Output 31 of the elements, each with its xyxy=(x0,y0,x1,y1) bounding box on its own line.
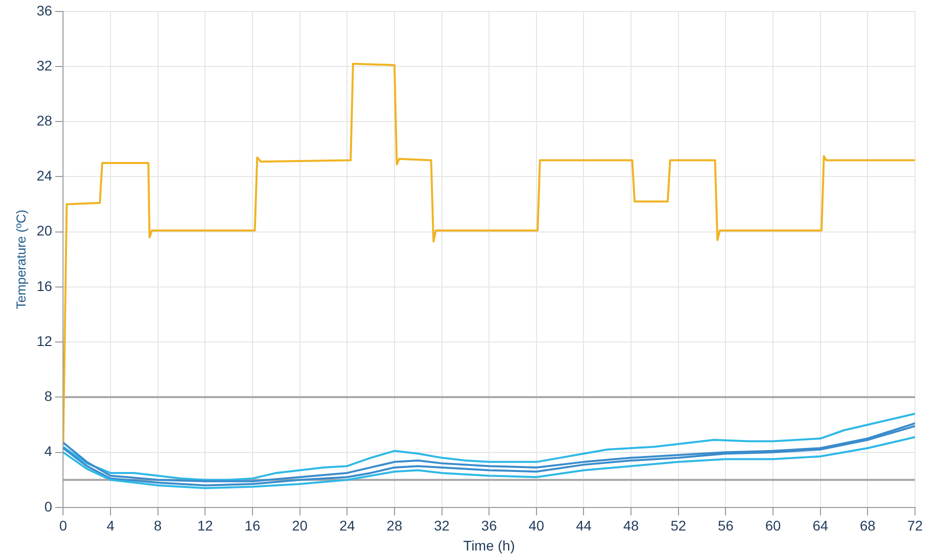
y-tick-label: 28 xyxy=(36,112,52,128)
y-axis-title: Temperature (ºC) xyxy=(13,210,28,310)
x-tick-label: 24 xyxy=(339,518,356,534)
x-tick-label: 44 xyxy=(576,518,592,534)
x-tick-label: 0 xyxy=(59,518,68,534)
y-tick-label: 0 xyxy=(44,498,52,514)
y-tick-label: 36 xyxy=(36,2,52,18)
y-tick-label: 32 xyxy=(36,57,52,74)
x-tick-label: 28 xyxy=(386,518,402,534)
x-axis-title: Time (h) xyxy=(463,537,515,554)
x-tick-label: 52 xyxy=(670,518,686,534)
x-tick-label: 4 xyxy=(106,518,115,534)
y-tick-label: 12 xyxy=(36,332,52,349)
x-tick-label: 60 xyxy=(765,518,782,534)
y-tick-label: 24 xyxy=(36,168,52,184)
y-tick-label: 4 xyxy=(44,443,52,460)
x-tick-label: 72 xyxy=(907,518,923,534)
x-tick-label: 36 xyxy=(481,518,498,534)
y-tick-label: 20 xyxy=(36,222,52,239)
x-tick-label: 48 xyxy=(623,518,640,534)
y-tick-label: 8 xyxy=(44,388,52,404)
x-tick-label: 20 xyxy=(292,518,308,534)
x-tick-label: 40 xyxy=(528,518,544,534)
x-tick-label: 12 xyxy=(197,518,214,534)
x-tick-label: 64 xyxy=(812,518,828,534)
x-tick-label: 32 xyxy=(434,518,450,534)
x-tick-label: 8 xyxy=(154,518,162,534)
x-tick-label: 16 xyxy=(244,518,260,534)
x-tick-label: 56 xyxy=(718,518,734,534)
x-tick-label: 68 xyxy=(860,518,876,534)
y-tick-label: 16 xyxy=(36,278,52,294)
